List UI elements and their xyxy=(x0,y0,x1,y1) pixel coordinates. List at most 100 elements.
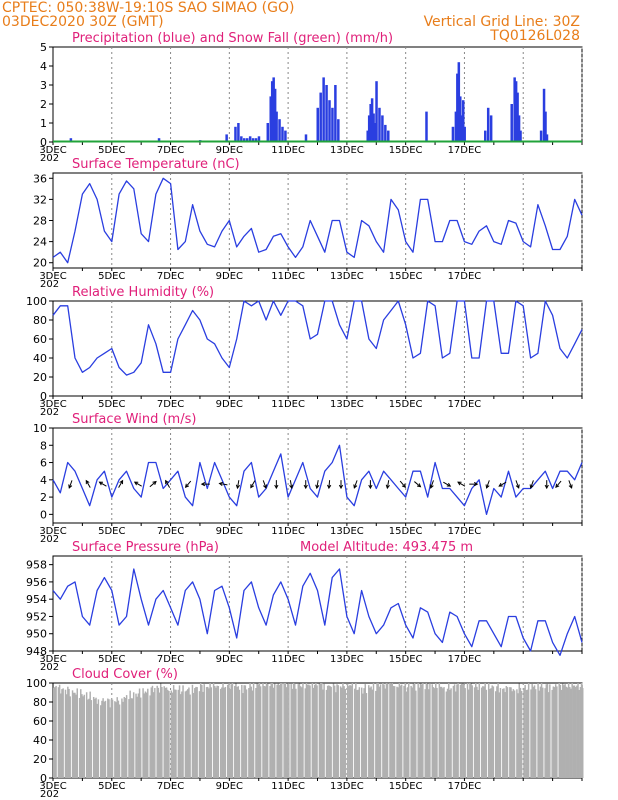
wind-arrow-shaft xyxy=(386,480,390,489)
cloud-bar xyxy=(425,683,428,778)
cloud-bar xyxy=(410,685,412,778)
wind-arrow-head xyxy=(529,484,534,489)
cloud-bar xyxy=(482,686,484,778)
cloud-bar xyxy=(353,688,356,778)
cloud-bar xyxy=(149,695,151,778)
precip-bar xyxy=(69,138,73,142)
cloud-bar xyxy=(435,683,437,778)
wind-arrow-shaft xyxy=(316,480,319,489)
cloud-bar xyxy=(563,685,565,778)
cloud-bar xyxy=(259,686,262,778)
header-station: CPTEC: 050:38W-19:10S SAO SIMAO (GO) xyxy=(2,0,294,16)
cloud-bar xyxy=(87,699,89,778)
panel-1: 3DEC 5DEC 7DEC 9DEC 11DEC 13DEC 15DEC 17DEC 202 2… xyxy=(33,157,583,290)
cloud-bar xyxy=(442,688,444,778)
cloud-bar xyxy=(412,683,415,778)
x-tick-label: 5DEC xyxy=(98,654,125,665)
cloud-bar xyxy=(511,691,513,778)
cloud-bar xyxy=(274,683,276,778)
cloud-bar xyxy=(424,689,426,778)
y-tick-label: 0 xyxy=(40,772,47,785)
panel-frame xyxy=(52,555,583,652)
precip-bar xyxy=(460,115,464,142)
cloud-bar xyxy=(308,684,310,778)
cloud-bar xyxy=(249,683,251,778)
cloud-bar xyxy=(559,684,562,778)
cloud-bar xyxy=(382,683,384,778)
cloud-bar xyxy=(123,696,126,778)
y-tick-label: 20 xyxy=(33,753,47,766)
cloud-bar xyxy=(235,683,237,778)
cloud-bar xyxy=(576,685,578,778)
cloud-bar xyxy=(135,693,137,778)
cloud-bar xyxy=(293,683,296,778)
cloud-bar xyxy=(191,684,194,778)
cloud-bar xyxy=(295,688,297,778)
cloud-bar xyxy=(377,683,379,778)
cloud-bar xyxy=(238,689,241,778)
y-tick-label: 0 xyxy=(40,136,47,149)
cloud-bar xyxy=(89,691,91,778)
cloud-bar xyxy=(452,685,455,778)
cloud-bar xyxy=(81,694,83,778)
wind-arrow-head xyxy=(218,481,223,487)
cloud-bar xyxy=(116,697,118,778)
wind-arrow-shaft xyxy=(149,481,157,488)
wind-arrow-head xyxy=(429,484,434,489)
cloud-bar xyxy=(265,683,268,778)
cloud-bar xyxy=(411,687,414,778)
cloud-bar xyxy=(323,683,325,778)
wind-arrow-head xyxy=(446,482,452,487)
cloud-bar xyxy=(111,699,114,778)
cloud-bar xyxy=(318,683,321,778)
cloud-bar xyxy=(502,688,504,778)
cloud-bar xyxy=(299,686,302,778)
cloud-bar xyxy=(100,705,102,778)
cloud-bar xyxy=(78,697,81,778)
cloud-bar xyxy=(329,686,331,778)
cloud-bar xyxy=(553,687,556,778)
precip-bar xyxy=(510,104,513,142)
cloud-bar xyxy=(342,683,344,778)
y-tick-label: 60 xyxy=(33,715,47,728)
cloud-bar xyxy=(408,683,410,778)
cloud-bar xyxy=(304,688,307,778)
cloud-bar xyxy=(309,685,311,778)
cloud-bar xyxy=(258,683,261,778)
cloud-bar xyxy=(349,684,351,778)
cloud-bar xyxy=(278,685,281,778)
precip-bar xyxy=(248,136,252,142)
cloud-bar xyxy=(129,690,131,778)
cloud-bar xyxy=(53,687,55,778)
x-tick-label: 7DEC xyxy=(157,271,184,282)
x-tick-label: 15DEC xyxy=(389,781,423,792)
cloud-bar xyxy=(534,689,537,778)
cloud-bar xyxy=(264,686,267,778)
cloud-bar xyxy=(487,683,490,778)
wind-arrow-shaft xyxy=(99,481,107,487)
cloud-bar xyxy=(175,689,177,778)
wind-arrow-shaft xyxy=(353,480,358,489)
cloud-bar xyxy=(505,685,508,778)
cloud-bar xyxy=(337,685,339,778)
cloud-bar xyxy=(142,688,144,778)
cloud-bar xyxy=(467,689,470,778)
precip-bar xyxy=(517,115,521,142)
x-tick-label: 7DEC xyxy=(157,781,184,792)
x-year-fragment: 202 xyxy=(40,279,59,290)
wind-arrow-head xyxy=(568,484,573,489)
cloud-bar xyxy=(480,687,483,778)
cloud-bar xyxy=(396,686,398,778)
cloud-bar xyxy=(453,684,456,778)
x-tick-label: 7DEC xyxy=(157,526,184,537)
cloud-bar xyxy=(462,683,464,778)
x-year-fragment: 202 xyxy=(40,662,59,673)
cloud-bar xyxy=(144,691,147,778)
wind-arrow-head xyxy=(515,484,520,489)
header-run-date: 03DEC2020 30Z (GMT) xyxy=(2,14,164,30)
wind-arrow-shaft xyxy=(68,480,73,489)
cloud-bar xyxy=(360,687,363,778)
cloud-bar xyxy=(490,688,492,778)
cloud-bar xyxy=(131,698,134,778)
wind-arrow-shaft xyxy=(498,481,507,487)
